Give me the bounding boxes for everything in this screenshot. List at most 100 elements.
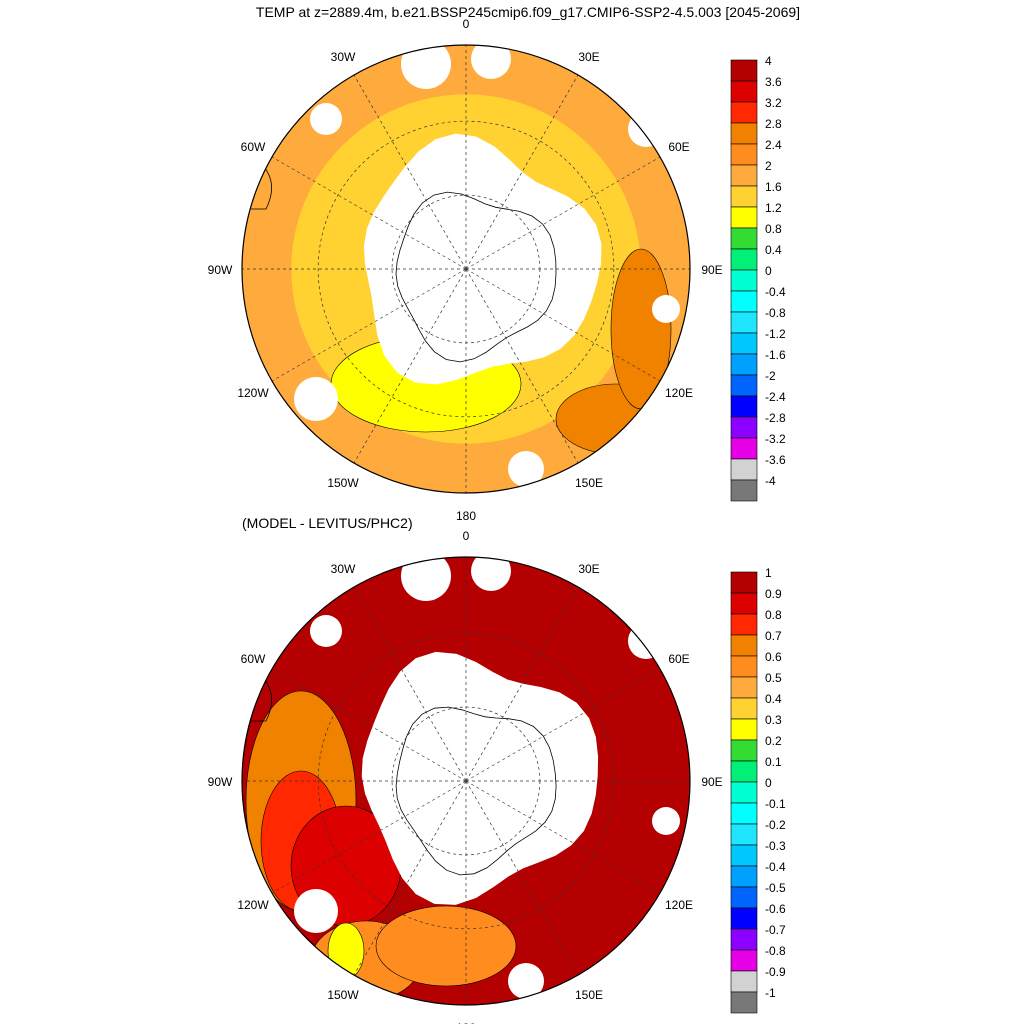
colorbar-tick-label: -4 (765, 474, 776, 488)
longitude-label: 180 (456, 1021, 476, 1024)
colorbar-tick-label: 3.6 (765, 75, 782, 89)
colorbar-tick-label: 0.9 (765, 587, 782, 601)
colorbar-tick-label: 0 (765, 264, 772, 278)
latitude-circle (317, 632, 615, 930)
antarctica-coastline (395, 191, 557, 363)
meridian-line (271, 668, 467, 782)
colorbar-swatch (730, 164, 758, 187)
colorbar-tick-label: 0.3 (765, 713, 782, 727)
map-border (241, 44, 691, 494)
colorbar-swatch (730, 634, 758, 657)
colorbar-swatch (730, 781, 758, 804)
longitude-label: 30E (578, 562, 599, 576)
colorbar-swatch (730, 823, 758, 846)
colorbar-swatch (730, 676, 758, 699)
colorbar-swatch (730, 101, 758, 124)
longitude-label: 0 (463, 529, 470, 543)
colorbar-tick-label: 0.4 (765, 692, 782, 706)
colorbar-tick-label: 4 (765, 54, 772, 68)
colorbar-tick-label: -2 (765, 369, 776, 383)
missing-data-patch (508, 451, 544, 487)
missing-data-patch (628, 111, 664, 147)
colorbar-tick-label: -0.6 (765, 902, 786, 916)
colorbar-tick-label: -0.3 (765, 839, 786, 853)
meridian-line (271, 268, 467, 382)
colorbar-tick-label: -2.8 (765, 411, 786, 425)
colorbar-swatch (730, 949, 758, 972)
longitude-label: 60E (668, 652, 689, 666)
meridian-line (353, 780, 467, 976)
colorbar-swatch (730, 59, 758, 82)
colorbar-swatch (730, 592, 758, 615)
longitude-label: 60W (241, 140, 266, 154)
colorbar-tick-label: -0.9 (765, 965, 786, 979)
longitude-label: 30W (331, 562, 356, 576)
missing-data-patch (471, 45, 511, 79)
missing-data-patch (652, 295, 680, 323)
colorbar-tick-label: 0.4 (765, 243, 782, 257)
meridian-line (353, 268, 467, 464)
longitude-label: 60W (241, 652, 266, 666)
longitude-label: 120E (665, 386, 693, 400)
colorbar-temperature: 4 3.6 3.2 2.8 2.4 2 1.6 1.2 0.8 0.4 0 -0.4 -0.8 -1.2 -… (730, 54, 786, 502)
colorbar-tick-label: 0.5 (765, 671, 782, 685)
colorbar-swatch (730, 928, 758, 951)
ocean-anomaly-patch (555, 383, 677, 455)
missing-data-patch (471, 557, 511, 591)
colorbar-swatch (730, 802, 758, 825)
colorbar-swatch (730, 332, 758, 355)
panel2-title: (MODEL - LEVITUS/PHC2) (242, 515, 413, 531)
meridian-line (465, 268, 579, 464)
colorbar-tick-label: 0 (765, 776, 772, 790)
colorbar-swatch (730, 571, 758, 594)
colorbar-swatch (730, 718, 758, 741)
map-body (242, 45, 690, 493)
colorbar-swatch (730, 353, 758, 376)
longitude-label: 150W (327, 988, 359, 1002)
missing-data-patch (310, 615, 342, 647)
colorbar-swatch (730, 248, 758, 271)
colorbar-swatch (730, 206, 758, 229)
colorbar-swatch (730, 416, 758, 439)
colorbar-tick-label: -0.4 (765, 860, 786, 874)
meridian-line (465, 74, 579, 270)
colorbar-tick-label: -0.2 (765, 818, 786, 832)
meridian-line (353, 74, 467, 270)
colorbar-tick-label: 3.2 (765, 96, 782, 110)
colorbar-swatch (730, 227, 758, 250)
colorbar-tick-label: -1.2 (765, 327, 786, 341)
colorbar-swatch (730, 395, 758, 418)
colorbar-swatch (730, 458, 758, 481)
longitude-label: 30E (578, 50, 599, 64)
colorbar-tick-label: 1.2 (765, 201, 782, 215)
longitude-label: 90W (208, 775, 233, 789)
missing-data-patch (508, 963, 544, 999)
longitude-label: 120W (237, 898, 269, 912)
colorbar-swatch (730, 613, 758, 636)
meridian-line (271, 780, 467, 894)
longitude-label: 120W (237, 386, 269, 400)
meridian-line (465, 586, 579, 782)
longitude-label: 150E (575, 476, 603, 490)
colorbar-tick-label: 1.6 (765, 180, 782, 194)
missing-data-patch (652, 807, 680, 835)
colorbar-swatch (730, 865, 758, 888)
longitude-label: 180 (456, 509, 476, 523)
longitude-label: 0 (463, 17, 470, 31)
longitude-label: 90W (208, 263, 233, 277)
meridian-line (465, 268, 661, 382)
colorbar-swatch (730, 437, 758, 460)
ocean-anomaly-patch (610, 248, 672, 410)
colorbar-tick-label: -0.5 (765, 881, 786, 895)
colorbar-swatch (730, 970, 758, 993)
colorbar-tick-label: -1.6 (765, 348, 786, 362)
colorbar-swatch (730, 886, 758, 909)
panel-temperature-map: 0 30E 60E 90E 120E 150E 180 150W 120W 90W 60W 30W (208, 17, 723, 523)
colorbar-tick-label: 2.8 (765, 117, 782, 131)
latitude-circle (317, 120, 615, 418)
ocean-anomaly-patch (375, 905, 517, 987)
colorbar-swatch (730, 739, 758, 762)
meridian-line (353, 586, 467, 782)
colorbar-tick-label: 0.8 (765, 608, 782, 622)
longitude-label: 60E (668, 140, 689, 154)
